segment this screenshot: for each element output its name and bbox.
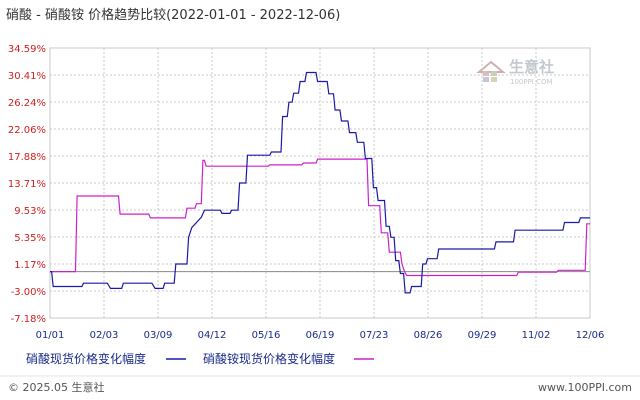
- y-tick-label: -7.18%: [11, 314, 46, 325]
- y-tick-label: 5.35%: [14, 233, 46, 244]
- y-tick-label: 22.06%: [8, 125, 46, 136]
- watermark-url: 100PPI.COM: [510, 78, 553, 86]
- y-tick-label: 9.53%: [14, 206, 46, 217]
- x-tick-label: 02/03: [90, 330, 119, 341]
- y-tick-label: -3.00%: [11, 287, 46, 298]
- x-tick-label: 04/12: [198, 330, 227, 341]
- chart-title: 硝酸 - 硝酸铵 价格趋势比较(2022-01-01 - 2022-12-06): [6, 7, 340, 23]
- x-tick-label: 07/23: [360, 330, 389, 341]
- footer-bar: [0, 376, 640, 400]
- grid-layer: [49, 47, 591, 319]
- x-tick-label: 05/16: [252, 330, 281, 341]
- y-tick-label: 26.24%: [8, 98, 46, 109]
- x-tick-label: 06/19: [306, 330, 335, 341]
- legend: 硝酸现货价格变化幅度 硝酸铵现货价格变化幅度: [26, 351, 374, 366]
- legend-label-series-1: 硝酸现货价格变化幅度: [26, 351, 146, 366]
- legend-label-series-2: 硝酸铵现货价格变化幅度: [203, 351, 335, 366]
- x-tick-label: 12/06: [576, 330, 605, 341]
- series-line-1: [50, 71, 590, 294]
- series-line-2: [50, 158, 590, 277]
- y-axis: 34.59% 30.41% 26.24% 22.06% 17.88% 13.71% 9.53…: [8, 44, 46, 325]
- footer-website: www.100PPI.com: [538, 381, 632, 394]
- x-tick-label: 01/01: [36, 330, 65, 341]
- x-tick-label: 09/29: [468, 330, 497, 341]
- watermark-logo-icon: [476, 60, 506, 82]
- x-axis: 01/01 02/03 03/09 04/12 05/16 06/19 07/23 08/26…: [36, 330, 605, 341]
- y-tick-label: 30.41%: [8, 71, 46, 82]
- y-tick-label: 34.59%: [8, 44, 46, 55]
- series-layer: [50, 71, 590, 294]
- y-tick-label: 1.17%: [14, 260, 46, 271]
- x-tick-label: 03/09: [144, 330, 173, 341]
- x-tick-label: 08/26: [414, 330, 443, 341]
- watermark: 生意社 100PPI.COM: [476, 58, 554, 86]
- y-tick-label: 17.88%: [8, 152, 46, 163]
- y-tick-label: 13.71%: [8, 179, 46, 190]
- x-tick-label: 11/02: [522, 330, 551, 341]
- watermark-name: 生意社: [509, 58, 554, 76]
- footer-copyright: © 2025.05 生意社: [8, 380, 104, 394]
